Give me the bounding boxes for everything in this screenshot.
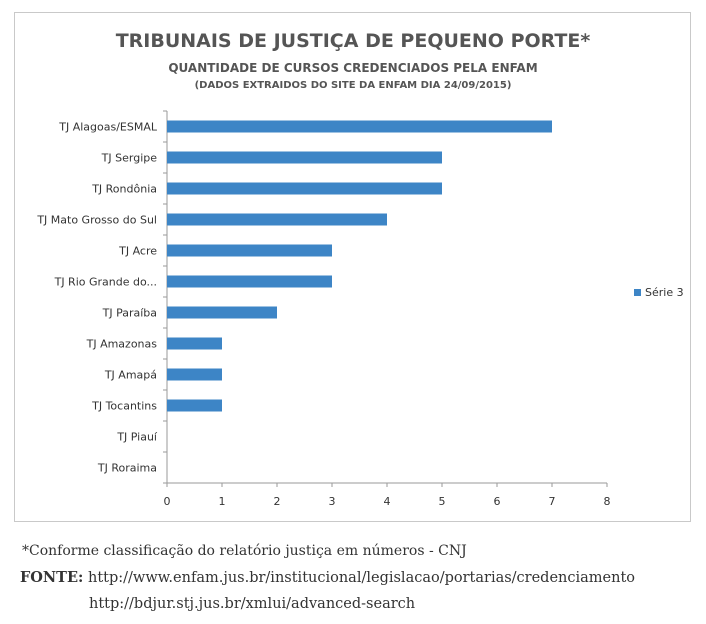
bar: [167, 151, 442, 164]
x-tick-label: 7: [549, 495, 556, 508]
category-label: TJ Acre: [118, 245, 157, 258]
bar: [167, 306, 277, 319]
x-tick-label: 0: [164, 495, 171, 508]
category-label: TJ Alagoas/ESMAL: [58, 121, 158, 134]
category-label: TJ Amapá: [104, 369, 157, 382]
category-label: TJ Paraíba: [102, 307, 157, 320]
legend: Série 3: [634, 286, 684, 299]
chart-frame: [14, 12, 691, 522]
x-tick-label: 4: [384, 495, 391, 508]
source-url-2[interactable]: http://bdjur.stj.jus.br/xmlui/advanced-s…: [89, 596, 416, 612]
chart-subtitle-date: (DADOS EXTRAIDOS DO SITE DA ENFAM DIA 24…: [194, 80, 512, 91]
chart-title: TRIBUNAIS DE JUSTIÇA DE PEQUENO PORTE*: [115, 30, 591, 52]
category-label: TJ Rondônia: [91, 183, 157, 196]
category-label: TJ Roraima: [97, 462, 157, 475]
source-label: FONTE:: [20, 569, 84, 586]
category-label: TJ Piauí: [116, 431, 158, 444]
legend-swatch: [634, 289, 641, 296]
source-line: FONTE: http://www.enfam.jus.br/instituci…: [20, 569, 635, 586]
category-label: TJ Sergipe: [101, 152, 158, 165]
category-label: TJ Rio Grande do...: [54, 276, 157, 289]
bar: [167, 120, 552, 133]
x-tick-label: 5: [439, 495, 446, 508]
x-tick-label: 3: [329, 495, 336, 508]
source-url-1[interactable]: http://www.enfam.jus.br/institucional/le…: [87, 570, 636, 586]
bar: [167, 182, 442, 195]
bar: [167, 244, 332, 257]
bar: [167, 368, 222, 381]
bar: [167, 337, 222, 350]
x-tick-label: 1: [219, 495, 226, 508]
x-tick-label: 8: [604, 495, 611, 508]
category-label: TJ Mato Grosso do Sul: [36, 214, 157, 227]
chart-subtitle: QUANTIDADE DE CURSOS CREDENCIADOS PELA E…: [168, 61, 538, 75]
bar: [167, 275, 332, 288]
x-tick-label: 6: [494, 495, 501, 508]
category-label: TJ Amazonas: [86, 338, 158, 351]
legend-label: Série 3: [645, 286, 684, 299]
footnote: *Conforme classificação do relatório jus…: [22, 543, 467, 559]
bar: [167, 213, 387, 226]
category-label: TJ Tocantins: [91, 400, 157, 413]
x-tick-label: 2: [274, 495, 281, 508]
bar: [167, 399, 222, 412]
